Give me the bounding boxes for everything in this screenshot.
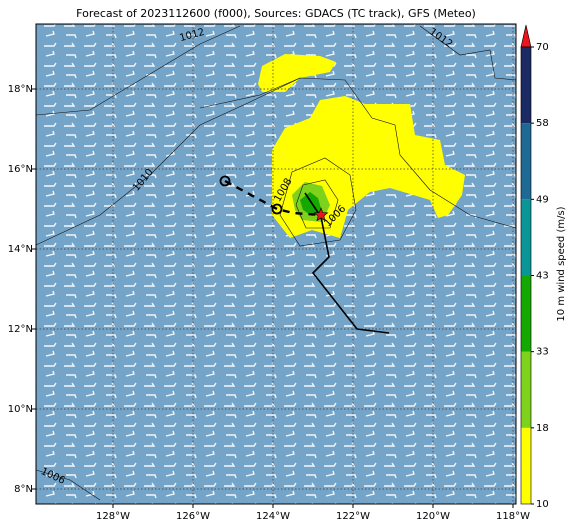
isobar [295,179,339,229]
x-tick-label: 122°W [336,511,370,522]
colorbar-segment [521,351,531,428]
x-tick-label: 126°W [176,511,210,522]
y-tick-label: 16°N [8,164,33,175]
x-tick-label: 120°W [416,511,450,522]
isobar [419,25,517,81]
y-tick-label: 14°N [8,244,33,255]
storm-position [313,207,329,222]
isobar [35,25,241,116]
track-point [219,175,231,187]
colorbar-tick-label: 43 [536,271,549,282]
colorbar-tick-label: 18 [536,423,549,434]
colorbar-label: 10 m wind speed (m/s) [556,206,567,321]
colorbar-tick-label: 10 [536,499,549,510]
colorbar-tick-label: 58 [536,118,549,129]
track-point [271,203,283,215]
overlay [36,24,516,504]
frame [35,23,517,505]
colorbar-segment [521,199,531,276]
wind-barbs [36,24,516,504]
x-tick-label: 118°W [496,511,530,522]
colorbar-tick-label: 70 [536,42,549,53]
y-tick-label: 10°N [8,404,33,415]
y-tick-label: 12°N [8,324,33,335]
colorbar-tick-label: 33 [536,347,549,358]
past-track [224,179,322,217]
isobar [199,77,517,229]
colorbar-segment [521,123,531,200]
isobar [35,77,301,246]
chart-title: Forecast of 2023112600 (f000), Sources: … [76,7,476,20]
colorbar-tick-label: 49 [536,194,549,205]
y-tick-label: 18°N [8,84,33,95]
colorbar-segment [521,427,531,504]
x-tick-label: 128°W [96,511,130,522]
x-tick-label: 124°W [256,511,290,522]
isobar [35,469,101,501]
colorbar-segment [521,275,531,352]
wind-area [258,54,336,92]
y-tick-label: 8°N [14,484,33,495]
colorbar-segment [521,47,531,124]
colorbar-extend [520,24,532,48]
